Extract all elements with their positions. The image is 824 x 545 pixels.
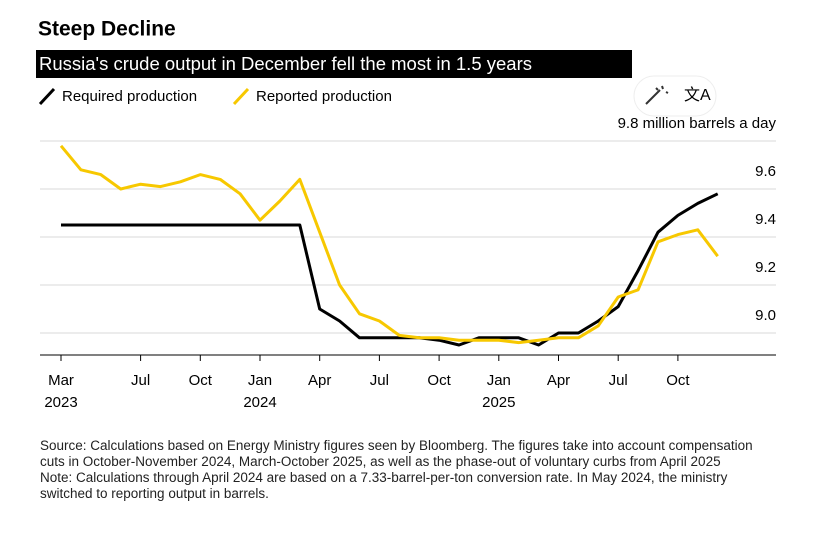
x-tick-label: Jan [487,372,511,389]
x-tick-label: Jan [248,372,272,389]
note: Note: Calculations through April 2024 ar… [40,470,728,501]
legend-swatch [38,87,56,106]
toolbar[interactable] [633,75,717,117]
y-tick-label: 9.2 [755,259,776,276]
legend-label: Reported production [256,88,392,105]
x-tick-label: Oct [427,372,451,389]
legend-label: Required production [62,88,197,105]
chart: Steep Decline Russia's crude output in D… [36,18,777,411]
x-tick-label: Apr [547,372,570,389]
x-tick-year: 2025 [482,394,515,411]
y-tick-label: 9.0 [755,307,776,324]
x-tick-label: Jul [370,372,389,389]
chart-title: Steep Decline [38,18,176,41]
series-line [61,192,719,347]
source-note: Source: Calculations based on Energy Min… [40,438,753,469]
footnotes: Source: Calculations based on Energy Min… [40,438,780,502]
subtitle-background [36,50,632,78]
y-tick-label: 9.6 [755,163,776,180]
x-tick-year: 2023 [44,394,77,411]
series-line [59,144,719,345]
x-tick-label: Apr [308,372,331,389]
x-tick-year: 2024 [243,394,276,411]
x-tick-label: Mar [48,372,74,389]
x-tick-label: Oct [189,372,213,389]
magic-icon[interactable] [645,85,669,105]
x-tick-label: Oct [666,372,690,389]
translate-icon[interactable]: 文A [684,86,711,104]
y-tick-label: 9.4 [755,211,776,228]
legend-swatch [232,87,250,106]
y-tick-label: 9.8 million barrels a day [618,115,777,132]
x-tick-label: Jul [131,372,150,389]
x-tick-label: Jul [609,372,628,389]
chart-subtitle: Russia's crude output in December fell t… [39,53,532,74]
